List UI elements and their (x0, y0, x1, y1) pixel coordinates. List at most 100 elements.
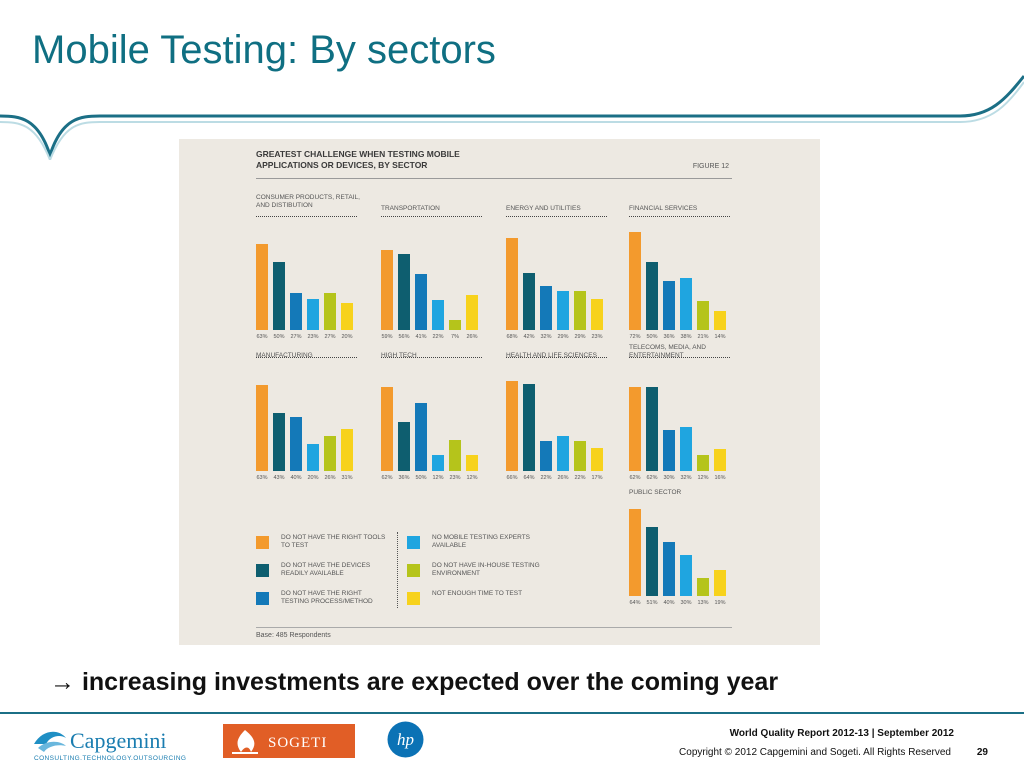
bar-value-label: 32% (680, 475, 692, 481)
bar (506, 238, 518, 330)
title-divider (256, 178, 732, 179)
bar-value-label: 64% (629, 600, 641, 606)
bar-value-label: 22% (432, 334, 444, 340)
bar (466, 455, 478, 471)
bar-value-label: 38% (680, 334, 692, 340)
bar-value-label: 22% (574, 475, 586, 481)
bar (540, 441, 552, 471)
capgemini-logo-text: Capgemini (70, 728, 167, 753)
bar (341, 303, 353, 330)
bar (290, 293, 302, 330)
bar (466, 295, 478, 330)
panel-title: HEALTH AND LIFE SCIENCES (506, 352, 597, 359)
bar (341, 429, 353, 471)
bar-value-label: 63% (256, 334, 268, 340)
bar (307, 444, 319, 471)
legend-label: NOT ENOUGH TIME TO TEST (432, 590, 523, 597)
legend-label: NO MOBILE TESTING EXPERTS AVAILABLE (432, 534, 531, 549)
base-divider (256, 627, 732, 628)
bar (697, 578, 709, 596)
bar-value-label: 51% (646, 600, 658, 606)
bar (290, 417, 302, 471)
bar (523, 273, 535, 330)
legend-swatch (407, 564, 420, 577)
legend-label: DO NOT HAVE THE DEVICES READILY AVAILABL… (281, 562, 371, 577)
bar (273, 262, 285, 330)
bar-value-label: 26% (466, 334, 478, 340)
bar (381, 250, 393, 330)
bar-value-label: 23% (591, 334, 603, 340)
bar (415, 403, 427, 471)
bar (523, 384, 535, 471)
figure-label: FIGURE 12 (692, 163, 729, 170)
footer-report: World Quality Report 2012-13 | September… (729, 728, 954, 739)
bar (663, 281, 675, 330)
bar-value-label: 62% (646, 475, 658, 481)
sogeti-logo-text: SOGETI (268, 735, 327, 751)
bar-value-label: 26% (324, 475, 336, 481)
chart-title: GREATEST CHALLENGE WHEN TESTING MOBILE A… (256, 149, 460, 170)
bar-value-label: 36% (663, 334, 675, 340)
bar (591, 448, 603, 471)
bar (540, 286, 552, 330)
panel-title: FINANCIAL SERVICES (629, 205, 698, 212)
bar (680, 278, 692, 330)
bar-value-label: 19% (714, 600, 726, 606)
panel-title: CONSUMER PRODUCTS, RETAIL, AND DISTIBUTI… (256, 194, 360, 209)
bar (256, 244, 268, 330)
slide-title: Mobile Testing: By sectors (32, 28, 496, 72)
bar (574, 291, 586, 330)
bar-value-label: 23% (307, 334, 319, 340)
bar-value-label: 42% (523, 334, 535, 340)
bar-value-label: 66% (506, 475, 518, 481)
bar (629, 232, 641, 330)
bar (663, 430, 675, 471)
bar (697, 301, 709, 330)
bar (398, 422, 410, 471)
legend-swatch (407, 536, 420, 549)
bar (680, 555, 692, 596)
capgemini-tagline: CONSULTING.TECHNOLOGY.OUTSOURCING (34, 755, 186, 762)
bar-value-label: 62% (629, 475, 641, 481)
takeaway-text: → increasing investments are expected ov… (50, 668, 779, 696)
legend-swatch (256, 592, 269, 605)
legend-label: DO NOT HAVE THE RIGHT TOOLS TO TEST (281, 534, 386, 549)
panel-divider (381, 357, 482, 358)
bar (324, 436, 336, 471)
panel-divider (256, 357, 357, 358)
bar-value-label: 43% (273, 475, 285, 481)
bar-value-label: 50% (415, 475, 427, 481)
hp-logo: hp (387, 721, 424, 758)
bar (591, 299, 603, 330)
bar-value-label: 41% (415, 334, 427, 340)
bar-value-label: 23% (449, 475, 461, 481)
bar-value-label: 12% (432, 475, 444, 481)
header-curve-decoration (0, 75, 1024, 160)
bar (629, 387, 641, 471)
legend-divider (397, 532, 398, 608)
hp-logo-text: hp (397, 730, 414, 749)
bar (557, 436, 569, 471)
bar-value-label: 12% (466, 475, 478, 481)
panel-divider (381, 216, 482, 217)
bar-value-label: 68% (506, 334, 518, 340)
bar-value-label: 7% (451, 334, 459, 340)
bar (449, 320, 461, 330)
bar (646, 387, 658, 471)
bar (697, 455, 709, 471)
legend-swatch (407, 592, 420, 605)
panel-title: PUBLIC SECTOR (629, 489, 682, 496)
bar (256, 385, 268, 471)
bar-value-label: 22% (540, 475, 552, 481)
bar-value-label: 14% (714, 334, 726, 340)
bar-value-label: 31% (341, 475, 353, 481)
bar (449, 440, 461, 471)
capgemini-logo: Capgemini CONSULTING.TECHNOLOGY.OUTSOURC… (34, 728, 186, 762)
bar (646, 262, 658, 330)
bar-value-label: 32% (540, 334, 552, 340)
legend-label: DO NOT HAVE THE RIGHT TESTING PROCESS/ME… (281, 590, 373, 605)
bar (307, 299, 319, 330)
bar (398, 254, 410, 330)
chart-figure: GREATEST CHALLENGE WHEN TESTING MOBILE A… (179, 139, 820, 645)
footer-divider (0, 712, 1024, 714)
